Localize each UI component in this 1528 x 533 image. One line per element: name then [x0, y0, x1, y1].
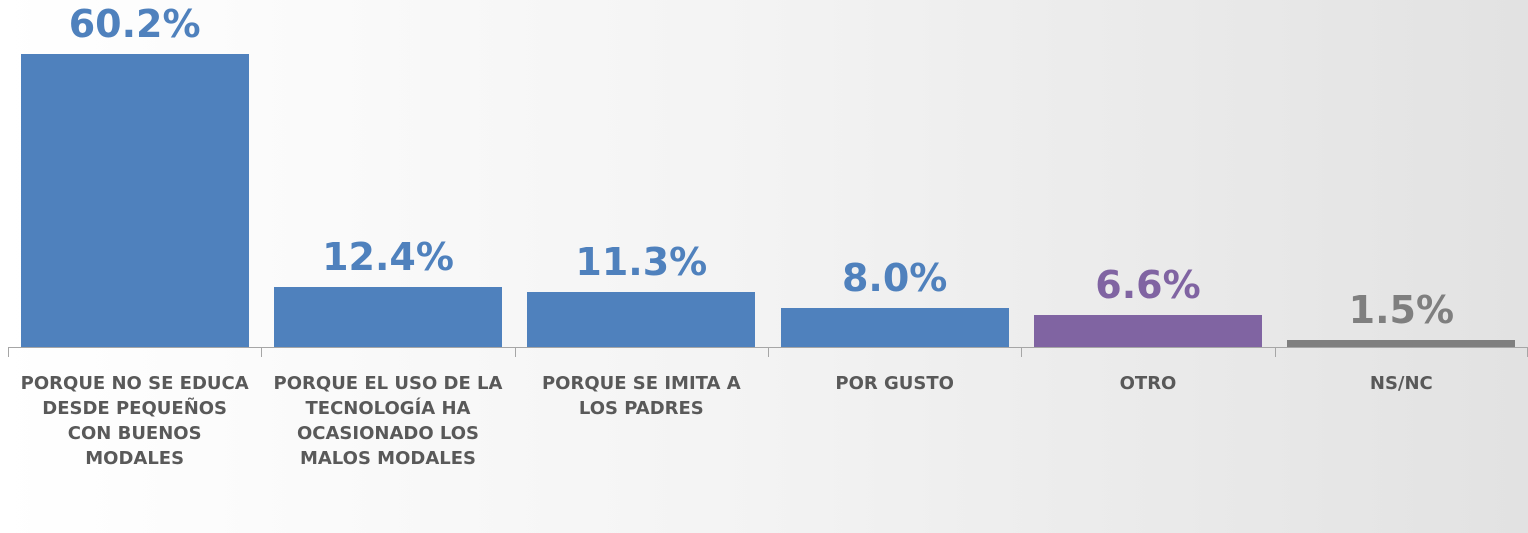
value-label: 60.2%	[68, 2, 201, 46]
category-separator	[768, 347, 769, 357]
category-separator	[1021, 347, 1023, 357]
category-label: OTRO	[1119, 373, 1177, 394]
category-label: NS/NC	[1369, 373, 1433, 394]
category-separator	[514, 347, 516, 357]
category-label: PORQUE NO SE EDUCA DESDE PEQUEÑOS CON BU…	[20, 373, 249, 469]
bar	[780, 308, 1009, 347]
category-separator	[1274, 347, 1276, 357]
value-label: 12.4%	[322, 234, 454, 279]
bar	[1287, 339, 1516, 347]
category-label: POR GUSTO	[835, 373, 954, 394]
bar	[527, 292, 756, 347]
category-label: PORQUE EL USO DE LA TECNOLOGÍA HA OCASIO…	[273, 373, 503, 469]
bar	[20, 54, 249, 347]
bar	[1034, 314, 1262, 347]
value-label: 8.0%	[841, 256, 948, 301]
value-label: 1.5%	[1348, 287, 1455, 332]
category-separator	[8, 347, 9, 357]
value-label: 6.6%	[1095, 262, 1201, 307]
category-label: PORQUE SE IMITA A LOS PADRES	[541, 373, 741, 419]
value-label: 11.3%	[575, 240, 708, 284]
bar	[274, 286, 502, 347]
category-separator	[261, 347, 263, 357]
